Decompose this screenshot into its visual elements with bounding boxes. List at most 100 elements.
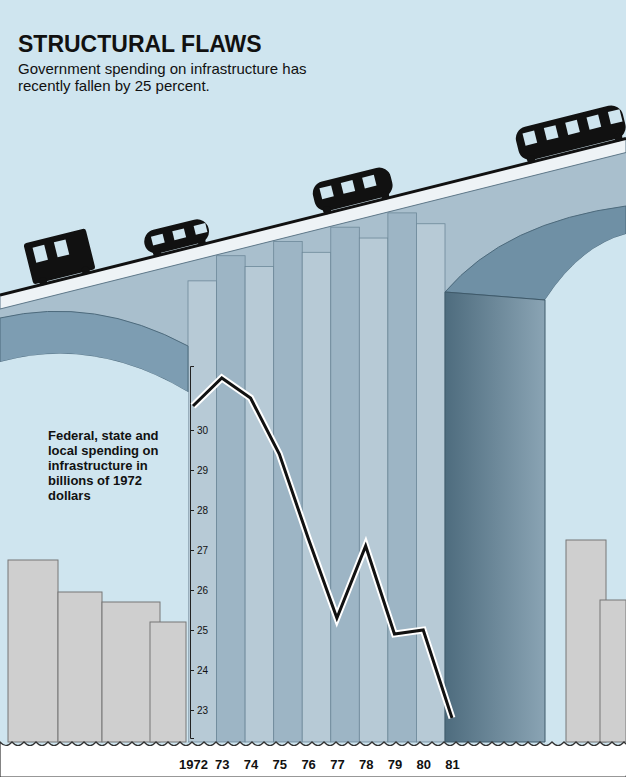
data-line <box>193 378 452 718</box>
y-tick-mark <box>190 670 194 671</box>
subtitle: Government spending on infrastructure ha… <box>18 60 307 94</box>
building <box>8 560 58 742</box>
y-tick: 25 <box>190 625 209 636</box>
vehicle-window <box>341 180 355 194</box>
water <box>0 742 626 777</box>
bridge-column <box>302 252 331 742</box>
x-tick: 78 <box>359 752 373 772</box>
x-tick: 74 <box>244 752 259 772</box>
y-tick: 30 <box>190 425 209 436</box>
y-tick-mark <box>190 550 194 551</box>
x-tick: 1972 <box>179 752 208 772</box>
x-tick-label: 76 <box>301 757 315 772</box>
building <box>150 622 186 742</box>
y-tick: 23 <box>190 705 209 716</box>
vehicle-window <box>587 115 602 130</box>
vehicle-body <box>23 228 95 284</box>
x-tick-label: 75 <box>273 757 287 772</box>
bridge-pier <box>445 292 545 742</box>
y-tick-label: 26 <box>197 585 209 596</box>
y-tick-label: 27 <box>197 545 209 556</box>
x-tick-label: 73 <box>215 757 229 772</box>
arch-opening <box>545 234 626 742</box>
y-tick-label: 24 <box>197 665 209 676</box>
x-tick: 75 <box>273 752 287 772</box>
vehicle-body <box>142 217 212 256</box>
vehicle-wheel <box>380 191 390 201</box>
vehicle <box>310 165 396 216</box>
y-tick-label: 30 <box>197 425 209 436</box>
y-tick-label: 29 <box>197 465 209 476</box>
y-tick-mark <box>190 510 194 511</box>
y-axis-line <box>191 367 195 739</box>
y-tick-mark <box>190 470 194 471</box>
y-axis-title: Federal, state andlocal spending oninfra… <box>48 428 159 503</box>
y-tick-label: 23 <box>197 705 209 716</box>
vehicle-window <box>151 234 165 246</box>
vehicle-window <box>362 175 376 189</box>
vehicle-wheel <box>81 266 91 276</box>
y-tick-mark <box>190 430 194 431</box>
vehicle-window <box>172 228 186 240</box>
y-tick: 29 <box>190 465 209 476</box>
y-tick-mark <box>190 630 194 631</box>
x-tick: 73 <box>215 752 229 772</box>
y-axis: 23 24 25 26 27 28 29 30 <box>190 367 209 739</box>
line-halo <box>193 378 452 718</box>
bridge-column <box>274 241 303 742</box>
bridge-deck <box>0 139 626 310</box>
x-tick-label: 77 <box>330 757 344 772</box>
y-tick-label: 25 <box>197 625 209 636</box>
y-tick-mark <box>190 590 194 591</box>
vehicle-window <box>608 109 623 124</box>
vehicle <box>513 103 626 166</box>
plot-area <box>193 378 452 718</box>
x-tick-label: 1972 <box>179 757 208 772</box>
x-tick-label: 78 <box>359 757 373 772</box>
chart: 23 24 25 26 27 28 29 30 1972 73 74 75 76 77 78 79 80 81 ST… <box>0 0 626 777</box>
building <box>58 592 102 742</box>
building <box>600 600 626 742</box>
bridge-column <box>245 267 274 742</box>
x-tick: 79 <box>388 752 402 772</box>
x-tick-label: 81 <box>445 757 459 772</box>
vehicle-wheel <box>197 237 207 247</box>
vehicle <box>142 217 213 259</box>
x-tick: 81 <box>445 752 459 772</box>
vehicle-body <box>513 103 626 163</box>
chart-svg: 23 24 25 26 27 28 29 30 1972 73 74 75 76 77 78 79 80 81 ST… <box>0 0 626 777</box>
bridge-column <box>388 213 417 742</box>
bridge-column <box>359 238 388 742</box>
y-tick: 27 <box>190 545 209 556</box>
vehicle-wheel <box>152 248 162 258</box>
x-axis: 1972 73 74 75 76 77 78 79 80 81 <box>179 752 460 772</box>
vehicle-body <box>310 165 395 214</box>
vehicle-window <box>522 131 537 146</box>
vehicle-wheel <box>38 276 48 286</box>
vehicle-wheel <box>526 154 536 164</box>
bridge-column <box>188 281 217 742</box>
arch-opening <box>0 354 188 742</box>
title: STRUCTURAL FLAWS <box>18 31 262 57</box>
y-tick: 24 <box>190 665 209 676</box>
y-tick-mark <box>190 710 194 711</box>
y-tick-label: 28 <box>197 505 209 516</box>
vehicle-window <box>54 239 69 257</box>
x-tick-label: 79 <box>388 757 402 772</box>
vehicle-wheel <box>613 132 623 142</box>
sky <box>0 0 626 777</box>
y-tick: 28 <box>190 505 209 516</box>
bridge-column <box>217 256 246 742</box>
x-tick: 77 <box>330 752 344 772</box>
vehicle-window <box>194 223 208 235</box>
x-tick: 76 <box>301 752 315 772</box>
x-tick: 80 <box>416 752 430 772</box>
vehicle-window <box>319 185 333 199</box>
road <box>0 139 626 296</box>
vehicle-wheel <box>322 205 332 215</box>
bridge-column <box>331 227 360 742</box>
x-tick-label: 80 <box>416 757 430 772</box>
bridge-column <box>416 224 445 742</box>
x-tick-label: 74 <box>244 757 259 772</box>
bridge-body <box>0 139 626 743</box>
